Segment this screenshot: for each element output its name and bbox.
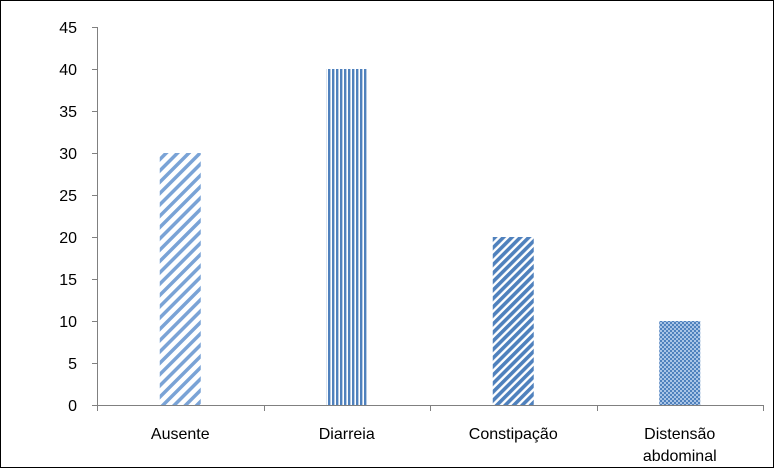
y-tick-label: 30 xyxy=(59,146,77,163)
x-category-label: Diarreia xyxy=(319,426,375,443)
x-category-label-line: Constipação xyxy=(469,426,558,443)
bar-distensao-abdominal xyxy=(659,321,701,405)
x-category-label-line: Ausente xyxy=(151,426,210,443)
y-tick-label: 45 xyxy=(59,20,77,37)
y-tick-label: 5 xyxy=(68,356,77,373)
x-category-label: Constipação xyxy=(469,426,558,443)
y-axis-ticks: 0 5 10 15 20 25 30 35 40 45 xyxy=(59,20,97,415)
y-tick-label: 25 xyxy=(59,188,77,205)
x-category-label-line: Diarreia xyxy=(319,426,375,443)
x-category-label-line: abdominal xyxy=(643,448,717,465)
x-axis-labels: Ausente Diarreia Constipação Distensão abdom… xyxy=(151,426,717,465)
y-tick-label: 20 xyxy=(59,230,77,247)
x-category-label: Ausente xyxy=(151,426,210,443)
y-tick-label: 35 xyxy=(59,104,77,121)
bar-diarreia xyxy=(326,69,368,405)
x-axis-ticks xyxy=(97,405,764,411)
bar-constipacao xyxy=(492,237,534,405)
x-category-label: Distensão abdominal xyxy=(643,426,717,465)
y-tick-label: 10 xyxy=(59,314,77,331)
y-tick-label: 40 xyxy=(59,62,77,79)
y-tick-label: 0 xyxy=(68,398,77,415)
bars-group xyxy=(159,69,701,405)
x-category-label-line: Distensão xyxy=(644,426,715,443)
bar-ausente xyxy=(159,153,201,405)
y-tick-label: 15 xyxy=(59,272,77,289)
